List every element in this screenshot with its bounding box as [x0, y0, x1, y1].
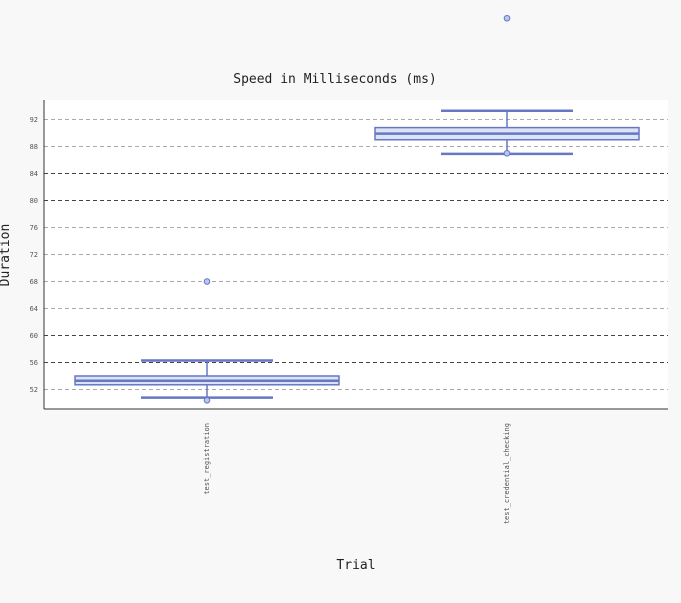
x-tick-labels: test_registration test_credential_checkin…	[203, 423, 511, 524]
y-tick-label-80: 80	[30, 197, 38, 205]
y-tick-label-68: 68	[30, 278, 38, 286]
y-tick-label-76: 76	[30, 224, 38, 232]
outlier-point	[203, 397, 211, 404]
y-tick-label-56: 56	[30, 359, 38, 367]
box-test_credential_checking	[374, 14, 640, 157]
y-tick-label-72: 72	[30, 251, 38, 259]
y-tick-label-92: 92	[30, 116, 38, 124]
y-tick-labels: 52 56 60 64 68 72 76 80 84 88 92	[30, 116, 38, 394]
outlier-point	[503, 14, 511, 22]
box-test_registration	[74, 278, 340, 404]
outlier-point	[203, 278, 211, 285]
x-tick-label-test_registration: test_registration	[203, 423, 211, 495]
y-tick-label-52: 52	[30, 386, 38, 394]
gridlines	[44, 100, 668, 409]
x-tick-label-test_credential_checking: test_credential_checking	[503, 423, 511, 524]
chart-title: Speed in Milliseconds (ms)	[233, 72, 437, 87]
y-tick-label-64: 64	[30, 305, 38, 313]
x-axis-label: Trial	[336, 558, 375, 573]
y-tick-label-88: 88	[30, 143, 38, 151]
y-tick-label-84: 84	[30, 170, 38, 178]
y-tick-label-60: 60	[30, 332, 38, 340]
box-series	[74, 14, 640, 404]
y-axis-label: Duration	[0, 224, 13, 287]
outlier-point	[503, 149, 511, 157]
